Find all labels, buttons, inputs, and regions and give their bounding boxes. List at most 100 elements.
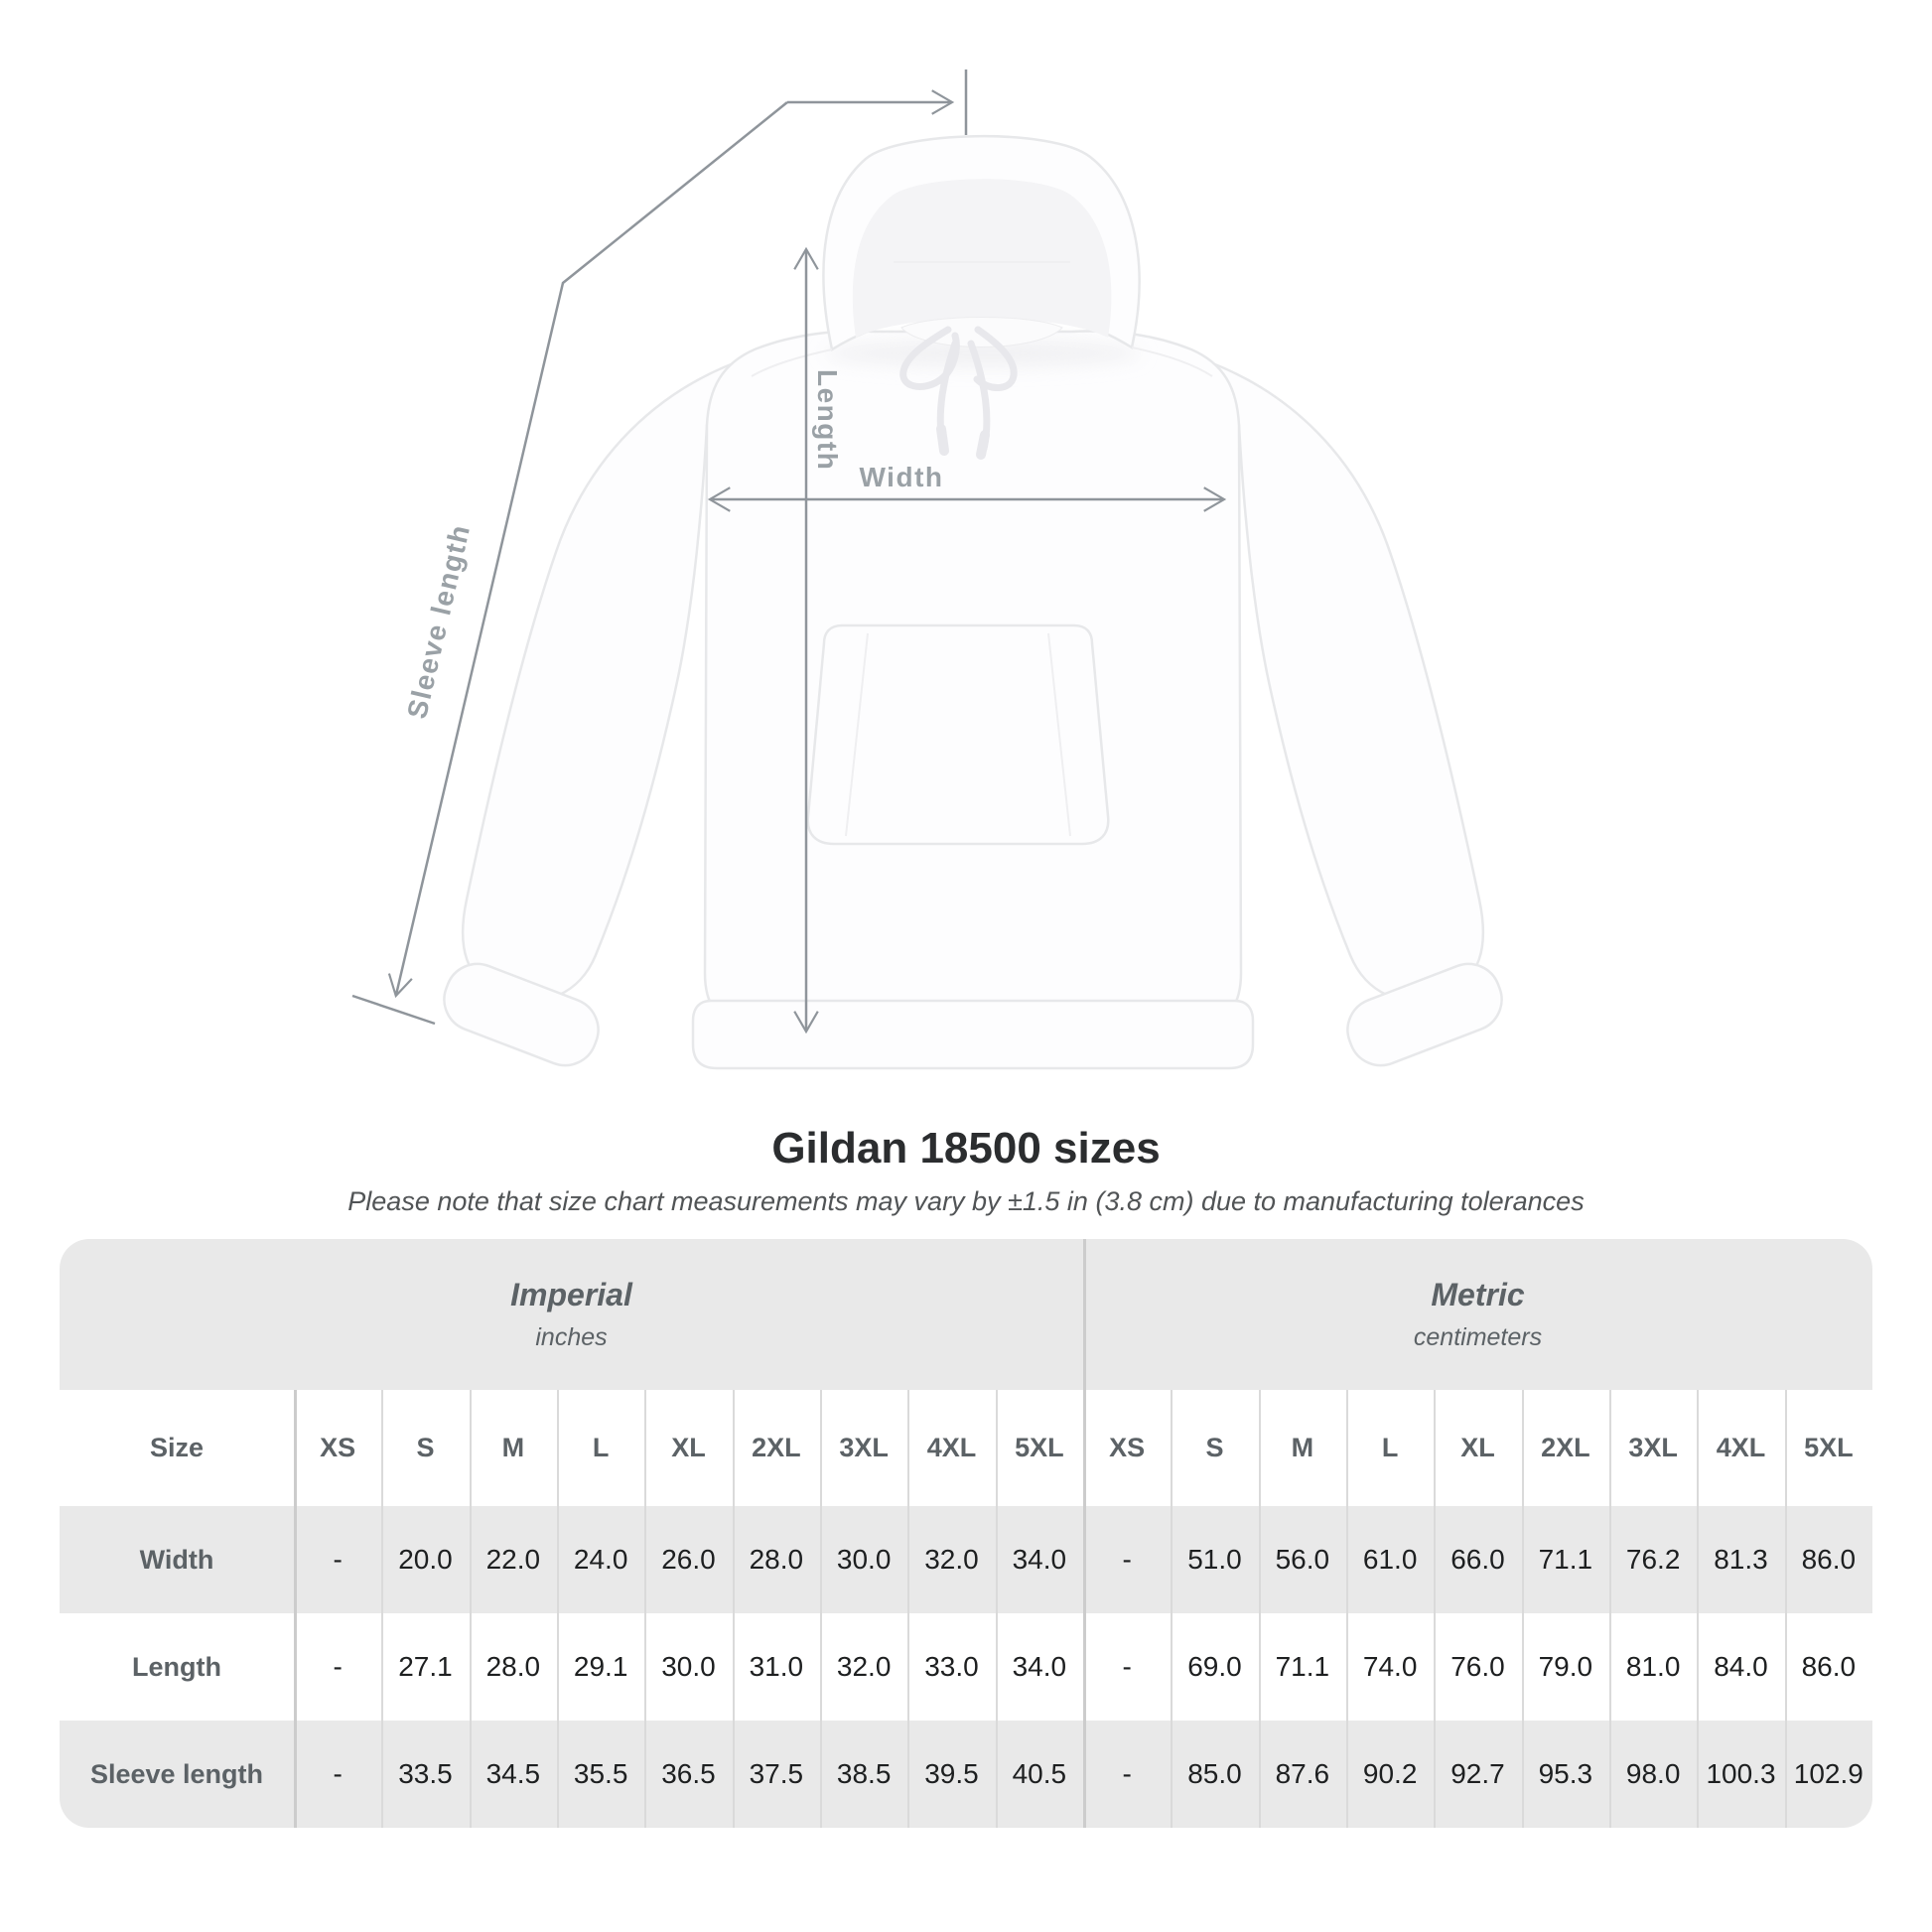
value-cell: 86.0 [1784,1506,1872,1614]
size-column-header: Size [60,1390,294,1507]
size-header-cell: S [1171,1390,1259,1507]
value-cell: 69.0 [1171,1613,1259,1722]
value-cell: 27.1 [381,1613,470,1722]
size-header-cell: M [469,1390,557,1507]
value-cell: 66.0 [1434,1506,1522,1614]
hoodie-illustration [443,135,1503,1070]
value-cell: 30.0 [644,1613,733,1722]
value-cell: 33.0 [907,1613,996,1722]
value-cell: 29.1 [557,1613,645,1722]
value-cell: 22.0 [469,1506,557,1614]
value-cell: - [1083,1613,1172,1722]
value-cell: 85.0 [1171,1721,1259,1829]
value-cell: 34.5 [469,1721,557,1829]
row-label: Width [60,1506,294,1614]
value-cell: - [294,1613,382,1722]
sleeve-bottom-tick [351,994,436,1026]
value-cell: 76.0 [1434,1613,1522,1722]
value-cell: 26.0 [644,1506,733,1614]
left-cuff [443,962,600,1067]
size-header-cell: 4XL [907,1390,996,1507]
value-cell: 20.0 [381,1506,470,1614]
value-cell: 76.2 [1609,1506,1698,1614]
value-cell: 81.3 [1697,1506,1785,1614]
value-cell: 32.0 [907,1506,996,1614]
value-cell: 71.1 [1258,1613,1346,1722]
row-label: Length [60,1613,294,1722]
value-cell: - [1083,1721,1172,1829]
value-cell: 90.2 [1346,1721,1435,1829]
size-header-cell: XS [294,1390,382,1507]
sleeve-length-arrow [387,101,788,999]
value-cell: 31.0 [732,1613,820,1722]
value-cell: 33.5 [381,1721,470,1829]
size-header-cell: S [381,1390,470,1507]
value-cell: 79.0 [1521,1613,1609,1722]
unit-group-metric: Metric centimeters [1083,1239,1872,1391]
tolerance-note: Please note that size chart measurements… [347,1186,1585,1217]
width-label: Width [860,462,944,492]
value-cell: 61.0 [1346,1506,1435,1614]
value-cell: 98.0 [1609,1721,1698,1829]
kangaroo-pocket [806,623,1110,846]
size-header-cell: XL [644,1390,733,1507]
value-cell: 56.0 [1258,1506,1346,1614]
value-cell: - [1083,1506,1172,1614]
size-header-cell: 2XL [1521,1390,1609,1507]
value-cell: 34.0 [995,1506,1083,1614]
value-cell: 36.5 [644,1721,733,1829]
unit-group-sublabel: centimeters [1413,1323,1543,1352]
value-cell: 39.5 [907,1721,996,1829]
size-header-cell: 4XL [1697,1390,1785,1507]
right-cuff [1346,962,1503,1067]
value-cell: 102.9 [1784,1721,1872,1829]
pocket-seams [845,632,1071,837]
value-cell: 74.0 [1346,1613,1435,1722]
size-header-cell: 5XL [1784,1390,1872,1507]
value-cell: 37.5 [732,1721,820,1829]
hem-band [691,999,1255,1070]
value-cell: 95.3 [1521,1721,1609,1829]
unit-group-label: Metric [1431,1277,1525,1313]
value-cell: - [294,1506,382,1614]
drawstring [899,326,1018,460]
size-table: Imperial inches Metric centimeters Size X… [60,1239,1872,1829]
value-cell: 40.5 [995,1721,1083,1829]
size-header-cell: 2XL [732,1390,820,1507]
heading-block: Gildan 18500 sizes Please note that size… [0,1124,1932,1217]
shoulder-seams [751,346,1213,377]
size-header-cell: L [557,1390,645,1507]
size-header-cell: XS [1083,1390,1172,1507]
size-header-cell: XL [1434,1390,1522,1507]
value-cell: 86.0 [1784,1613,1872,1722]
value-cell: 24.0 [557,1506,645,1614]
value-cell: 71.1 [1521,1506,1609,1614]
size-header-cell: 3XL [820,1390,908,1507]
value-cell: - [294,1721,382,1829]
row-label: Sleeve length [60,1721,294,1829]
size-header-cell: L [1346,1390,1435,1507]
unit-group-imperial: Imperial inches [60,1239,1083,1391]
size-header-cell: M [1258,1390,1346,1507]
value-cell: 34.0 [995,1613,1083,1722]
value-cell: 28.0 [469,1613,557,1722]
value-cell: 30.0 [820,1506,908,1614]
sleeve-length-label: Sleeve length [401,521,476,722]
value-cell: 51.0 [1171,1506,1259,1614]
value-cell: 28.0 [732,1506,820,1614]
value-cell: 92.7 [1434,1721,1522,1829]
hood-shadow [824,340,1142,367]
hoodie-diagram: Width Length Sleeve length [351,69,1503,1070]
value-cell: 32.0 [820,1613,908,1722]
value-cell: 38.5 [820,1721,908,1829]
value-cell: 87.6 [1258,1721,1346,1829]
value-cell: 81.0 [1609,1613,1698,1722]
size-header-cell: 5XL [995,1390,1083,1507]
value-cell: 35.5 [557,1721,645,1829]
hood-opening [852,179,1112,338]
unit-group-label: Imperial [510,1277,632,1313]
page-title: Gildan 18500 sizes [771,1124,1161,1173]
length-label: Length [812,369,843,471]
value-cell: 100.3 [1697,1721,1785,1829]
value-cell: 84.0 [1697,1613,1785,1722]
